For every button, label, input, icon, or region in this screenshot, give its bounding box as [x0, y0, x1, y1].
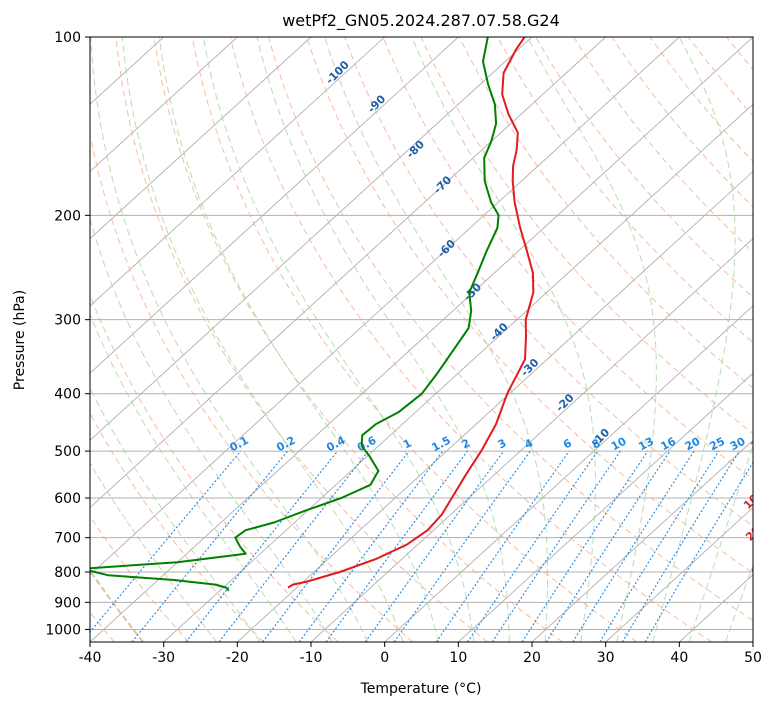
moist-adiabat-line	[689, 37, 775, 642]
x-axis-label: Temperature (°C)	[360, 681, 482, 697]
mixing-ratio-line	[219, 451, 368, 642]
mixing-ratio-label: 3	[496, 436, 509, 451]
dry-adiabat-line	[1, 37, 263, 642]
mixing-ratio-line	[600, 451, 719, 642]
mixing-ratio-label: 20	[683, 434, 703, 453]
x-tick-label: 50	[744, 650, 762, 666]
isotherm-lines	[0, 37, 775, 642]
mixing-ratio-label: 30	[728, 435, 748, 454]
mixing-ratio-line	[365, 451, 503, 642]
moist-adiabat-line	[91, 37, 368, 642]
mixing-ratio-label: 16	[658, 435, 678, 454]
y-tick-label: 1000	[45, 622, 81, 638]
x-tick-label: 20	[523, 650, 541, 666]
moist-adiabat-line	[257, 37, 509, 642]
x-tick-label: 0	[380, 650, 389, 666]
moist-adiabat-label: 0	[756, 449, 771, 464]
moist-adiabat-line	[412, 37, 595, 642]
x-tick-label: -20	[226, 650, 249, 666]
mixing-ratio-label: 25	[707, 435, 727, 454]
x-axis-ticks: -40 -30 -20 -10 0 10 20 30 40 50	[79, 642, 762, 666]
dry-adiabat-line	[421, 37, 775, 642]
mixing-ratio-line	[436, 451, 569, 642]
isotherm-line	[0, 37, 237, 642]
moist-adiabat-label: 10	[741, 492, 761, 512]
mixing-ratio-label: 1	[401, 436, 414, 451]
mixing-ratio-line	[622, 451, 739, 642]
mixing-ratio-line	[546, 451, 670, 642]
dry-adiabat-label: -40	[488, 320, 511, 343]
y-tick-label: 500	[54, 444, 81, 460]
mixing-ratio-line	[82, 451, 241, 642]
y-tick-label: 300	[54, 313, 81, 329]
y-tick-label: 400	[54, 387, 81, 403]
dry-adiabat-line	[230, 37, 711, 642]
y-tick-label: 200	[54, 208, 81, 224]
mixing-ratio-line	[573, 451, 694, 642]
chart-title: wetPf2_GN05.2024.287.07.58.G24	[282, 11, 560, 31]
dry-adiabat-line	[574, 37, 775, 642]
mixing-ratio-line	[468, 451, 598, 642]
x-tick-label: 10	[449, 650, 467, 666]
dewpoint-profile-line	[82, 37, 499, 591]
dry-adiabat-line	[78, 37, 413, 642]
dry-adiabat-line	[116, 37, 488, 642]
isotherm-line	[0, 37, 311, 642]
y-tick-label: 100	[54, 30, 81, 46]
mixing-ratio-line	[492, 451, 620, 642]
moist-adiabat-line	[325, 37, 548, 642]
y-tick-label: 700	[54, 531, 81, 547]
dry-adiabat-line	[688, 37, 775, 642]
moist-adiabat-line	[38, 37, 297, 642]
wet-bulb-lines	[0, 37, 217, 642]
dry-adiabat-line	[192, 37, 637, 642]
mixing-ratio-label: 10	[609, 434, 629, 453]
dry-adiabat-line	[726, 37, 775, 642]
dry-adiabat-label: -100	[323, 58, 352, 87]
wet-bulb-line	[0, 37, 216, 642]
mixing-ratio-label: 6	[561, 436, 574, 451]
x-tick-label: 40	[670, 650, 688, 666]
y-tick-label: 800	[54, 565, 81, 581]
dry-adiabat-line	[497, 37, 775, 642]
dry-adiabat-label: -80	[404, 138, 427, 161]
y-axis-label: Pressure (hPa)	[12, 290, 28, 390]
isotherm-line	[753, 37, 775, 642]
dry-adiabat-line	[345, 37, 775, 642]
moist-adiabat-label: 40	[767, 589, 775, 609]
mixing-ratio-label: 2	[459, 436, 472, 451]
moist-adiabat-line	[63, 37, 332, 642]
isotherm-line	[16, 37, 679, 642]
dry-adiabat-line	[0, 37, 189, 642]
dry-adiabat-line	[612, 37, 775, 642]
dry-adiabat-line	[650, 37, 775, 642]
x-tick-label: 30	[597, 650, 615, 666]
y-tick-label: 600	[54, 491, 81, 507]
x-tick-label: -30	[152, 650, 175, 666]
mixing-ratio-line	[132, 451, 288, 642]
dry-adiabat-label: -20	[553, 391, 576, 414]
isotherm-line	[0, 37, 458, 642]
dry-adiabat-line	[536, 37, 775, 642]
moist-adiabat-line	[762, 37, 775, 642]
mixing-ratio-line	[263, 451, 409, 642]
isotherm-line	[164, 37, 775, 642]
dry-adiabat-line	[765, 37, 775, 642]
isotherm-line	[90, 37, 753, 642]
x-tick-label: -10	[300, 650, 323, 666]
moist-adiabat-line	[14, 37, 260, 642]
y-axis-ticks: 100 200 300 400 500 600 700 800 900 1000	[45, 30, 90, 638]
x-tick-label: -40	[79, 650, 102, 666]
y-tick-label: 900	[54, 595, 81, 611]
